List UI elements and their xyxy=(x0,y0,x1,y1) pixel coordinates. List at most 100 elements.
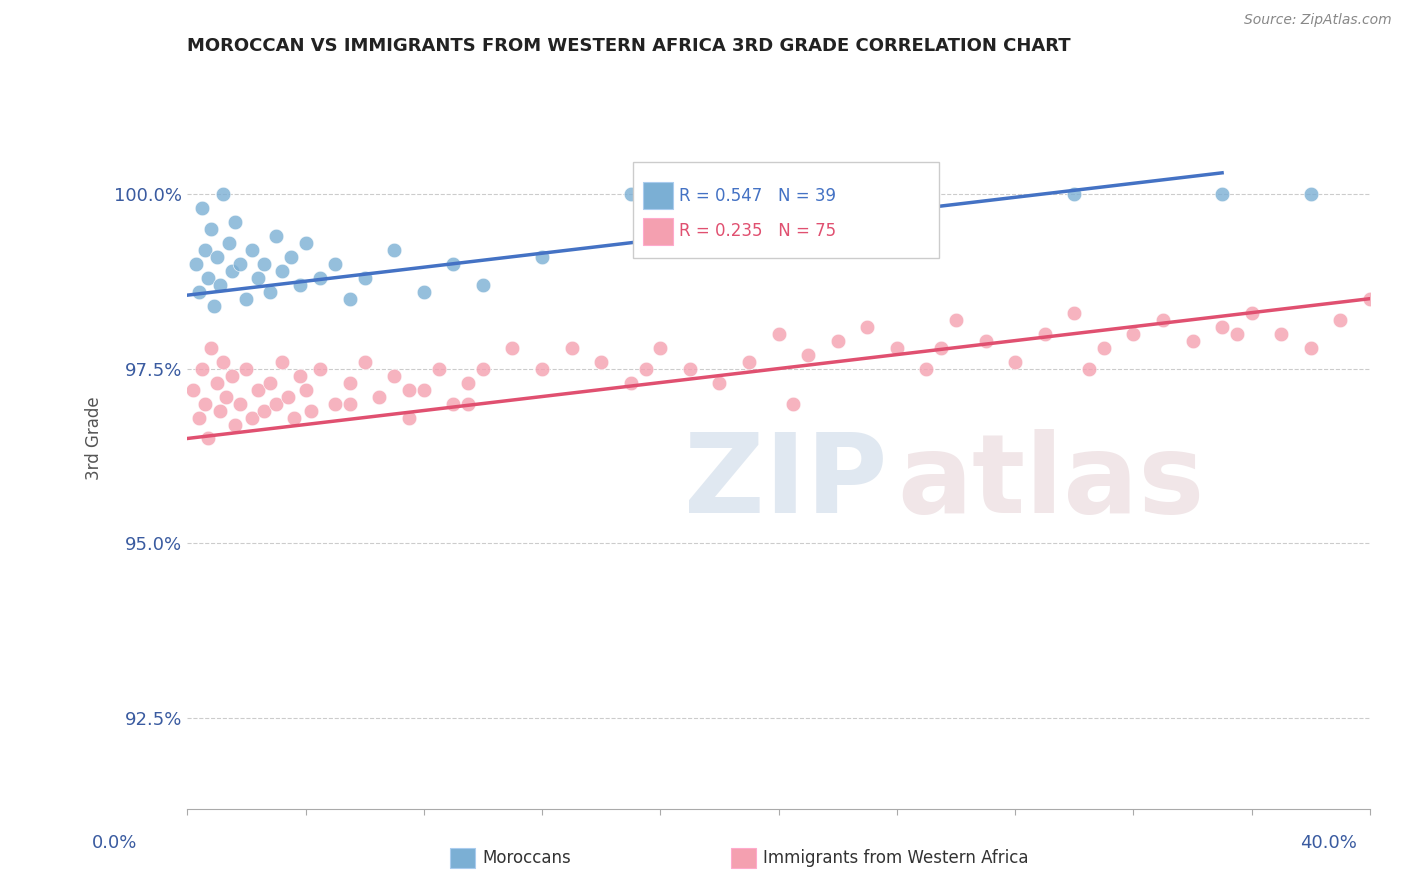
Point xyxy=(197,432,219,446)
Point xyxy=(280,250,302,264)
Point xyxy=(294,235,316,250)
Text: R = 0.235   N = 75: R = 0.235 N = 75 xyxy=(679,222,837,240)
Point xyxy=(215,390,238,404)
Y-axis label: 3rd Grade: 3rd Grade xyxy=(86,397,103,480)
Point xyxy=(1122,326,1144,341)
Point xyxy=(427,361,450,376)
Point xyxy=(1211,319,1233,334)
Point xyxy=(253,257,276,271)
Point xyxy=(235,361,257,376)
Point xyxy=(915,186,938,201)
Point xyxy=(301,403,323,417)
Point xyxy=(211,354,233,368)
Point xyxy=(502,341,524,355)
Point xyxy=(457,376,479,390)
Point xyxy=(945,312,967,326)
Point xyxy=(339,376,361,390)
Point xyxy=(782,396,804,410)
Point xyxy=(1078,361,1101,376)
Point xyxy=(309,270,332,285)
Point xyxy=(191,201,214,215)
Point xyxy=(323,257,346,271)
Point xyxy=(224,215,246,229)
Point xyxy=(211,186,233,201)
Point xyxy=(205,250,228,264)
Point xyxy=(398,383,420,397)
Point xyxy=(591,354,613,368)
Point xyxy=(929,341,952,355)
Point xyxy=(277,390,299,404)
Point xyxy=(218,235,240,250)
Point xyxy=(208,403,231,417)
Point xyxy=(738,354,761,368)
Point xyxy=(202,299,225,313)
Text: R = 0.547   N = 39: R = 0.547 N = 39 xyxy=(679,186,837,204)
Point xyxy=(309,361,332,376)
Point xyxy=(634,361,657,376)
Point xyxy=(283,410,305,425)
Point xyxy=(253,403,276,417)
Text: Source: ZipAtlas.com: Source: ZipAtlas.com xyxy=(1244,13,1392,28)
Point xyxy=(247,270,270,285)
Text: MOROCCAN VS IMMIGRANTS FROM WESTERN AFRICA 3RD GRADE CORRELATION CHART: MOROCCAN VS IMMIGRANTS FROM WESTERN AFRI… xyxy=(187,37,1071,55)
Point xyxy=(188,285,211,299)
Point xyxy=(974,334,997,348)
Point xyxy=(197,270,219,285)
Point xyxy=(221,263,243,277)
Point xyxy=(1211,186,1233,201)
Point xyxy=(915,361,938,376)
Text: 0.0%: 0.0% xyxy=(91,834,136,852)
Point xyxy=(259,376,281,390)
Text: atlas: atlas xyxy=(897,429,1204,536)
Point xyxy=(1033,326,1056,341)
Point xyxy=(886,341,908,355)
Point xyxy=(382,243,405,257)
Point xyxy=(1063,306,1085,320)
Text: Moroccans: Moroccans xyxy=(482,849,571,867)
Point xyxy=(247,383,270,397)
Point xyxy=(229,257,252,271)
Point xyxy=(620,186,643,201)
Point xyxy=(259,285,281,299)
Point xyxy=(368,390,391,404)
Point xyxy=(294,383,316,397)
Point xyxy=(353,354,375,368)
Point xyxy=(288,277,311,292)
Point xyxy=(186,257,208,271)
Point xyxy=(531,361,554,376)
Point xyxy=(229,396,252,410)
Point xyxy=(194,243,217,257)
Point xyxy=(191,361,214,376)
Point xyxy=(1299,341,1322,355)
Point xyxy=(194,396,217,410)
Point xyxy=(441,257,464,271)
Point xyxy=(221,368,243,383)
Point xyxy=(709,376,731,390)
Point xyxy=(353,270,375,285)
Point xyxy=(240,410,263,425)
Point xyxy=(288,368,311,383)
Point xyxy=(339,292,361,306)
Point xyxy=(412,285,434,299)
Point xyxy=(1240,306,1263,320)
Point xyxy=(270,263,292,277)
Text: ZIP: ZIP xyxy=(683,429,887,536)
Point xyxy=(1329,312,1351,326)
Point xyxy=(181,383,204,397)
Point xyxy=(235,292,257,306)
Point xyxy=(768,221,790,235)
Point xyxy=(264,396,287,410)
Point xyxy=(827,334,849,348)
Point xyxy=(457,396,479,410)
Point xyxy=(188,410,211,425)
Text: 40.0%: 40.0% xyxy=(1301,834,1357,852)
Point xyxy=(323,396,346,410)
Point xyxy=(1004,354,1026,368)
Point xyxy=(1226,326,1249,341)
Point xyxy=(650,341,672,355)
Point xyxy=(208,277,231,292)
Point xyxy=(620,376,643,390)
Point xyxy=(224,417,246,432)
Point xyxy=(1270,326,1292,341)
Point xyxy=(1299,186,1322,201)
